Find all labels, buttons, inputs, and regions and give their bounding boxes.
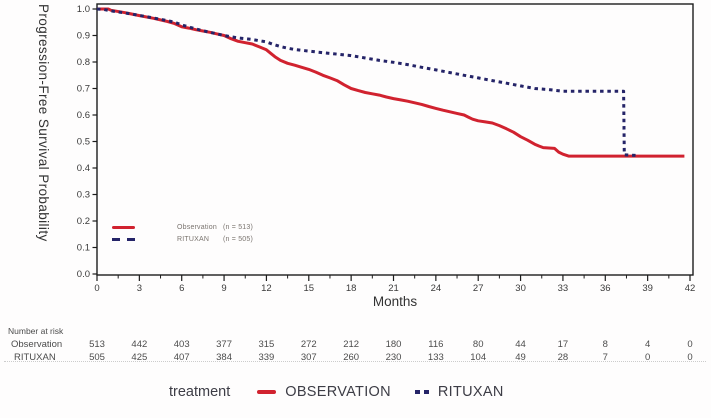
risk-value: 4 <box>644 339 651 350</box>
risk-value: 0 <box>687 352 693 363</box>
y-axis-title: Progression-Free Survival Probability <box>36 4 51 242</box>
separator-line <box>4 361 706 362</box>
risk-value: 425 <box>131 352 148 363</box>
y-tick-label: 1.0 <box>77 4 90 15</box>
treatment-legend: treatment OBSERVATION RITUXAN <box>0 380 711 404</box>
observation-line-sample <box>112 225 135 229</box>
x-tick-label: 39 <box>642 283 653 294</box>
risk-value: 116 <box>428 339 444 350</box>
treatment-legend-title: treatment <box>169 384 231 400</box>
x-tick-label: 6 <box>179 283 184 294</box>
risk-row-label-rituxan: RITUXAN <box>14 352 56 363</box>
number-at-risk-table: Number at risk Observation RITUXAN 513 44… <box>0 326 711 366</box>
y-tick-label: 0.4 <box>77 163 90 174</box>
y-tick-label: 0.6 <box>77 110 90 121</box>
dashed-line-icon <box>414 390 429 394</box>
risk-value: 407 <box>173 352 190 363</box>
risk-table-title: Number at risk <box>8 326 64 336</box>
dashed-line-icon <box>127 237 135 241</box>
risk-value: 8 <box>602 339 608 350</box>
risk-value: 17 <box>557 339 569 350</box>
risk-value: 505 <box>89 352 105 363</box>
y-tick-label: 0.5 <box>77 137 90 148</box>
risk-value: 377 <box>216 339 232 350</box>
risk-value: 260 <box>343 352 360 363</box>
plot-legend-label: RITUXAN <box>177 235 210 243</box>
x-tick-label: 9 <box>221 283 226 294</box>
survival-chart-canvas: 0.00.10.20.30.40.50.60.70.80.91.00 3 6 9 12 1… <box>77 3 696 294</box>
risk-row-label-observation: Observation <box>11 339 63 350</box>
y-tick-label: 0.1 <box>77 243 90 254</box>
risk-value: 133 <box>427 352 444 363</box>
risk-value: 0 <box>644 352 651 363</box>
y-tick-label: 0.3 <box>77 190 90 201</box>
plot-legend-count: (n = 505) <box>223 235 254 243</box>
y-tick-label: 0.2 <box>77 216 90 227</box>
x-tick-label: 12 <box>261 283 272 294</box>
survival-curve-rituxan <box>96 7 638 157</box>
x-tick-label: 21 <box>388 283 399 294</box>
rituxan-line-sample <box>112 237 135 241</box>
x-axis-title: Months <box>372 294 418 309</box>
plot-legend-item-rituxan: RITUXAN (n = 505) <box>112 233 253 245</box>
x-tick-label: 30 <box>515 283 526 294</box>
risk-value: 513 <box>89 339 105 350</box>
risk-value: 180 <box>385 339 402 350</box>
risk-value: 272 <box>300 339 317 350</box>
risk-value: 442 <box>131 339 148 350</box>
risk-value: 339 <box>258 352 275 363</box>
plot-frame <box>96 3 694 276</box>
x-tick-label: 33 <box>558 283 569 294</box>
risk-value: 44 <box>515 339 526 350</box>
x-tick-label: 24 <box>431 283 442 294</box>
risk-value: 212 <box>343 339 360 350</box>
x-tick-label: 42 <box>685 283 696 294</box>
x-tick-label: 36 <box>600 283 611 294</box>
x-tick-label: 15 <box>303 283 314 294</box>
risk-value: 80 <box>472 339 484 350</box>
risk-value: 403 <box>173 339 190 350</box>
risk-value: 230 <box>385 352 402 363</box>
x-tick-label: 0 <box>94 283 99 294</box>
legend-label-rituxan: RITUXAN <box>437 384 504 400</box>
risk-value: 104 <box>470 352 487 363</box>
dashed-line-icon <box>112 237 120 241</box>
risk-value: 28 <box>557 352 569 363</box>
risk-value: 384 <box>216 352 232 363</box>
risk-value: 315 <box>258 339 275 350</box>
x-tick-label: 18 <box>346 283 357 294</box>
legend-label-observation: OBSERVATION <box>285 384 391 400</box>
risk-value: 307 <box>300 352 317 363</box>
plot-legend-item-observation: Observation (n = 513) <box>112 221 253 233</box>
x-tick-label: 27 <box>473 283 484 294</box>
x-tick-label: 3 <box>137 283 142 294</box>
y-tick-label: 0.9 <box>77 31 90 42</box>
plot-legend-count: (n = 513) <box>223 223 254 231</box>
risk-value: 0 <box>687 339 693 350</box>
y-tick-label: 0.8 <box>77 57 90 68</box>
solid-line-icon <box>257 390 277 394</box>
y-tick-label: 0.7 <box>77 84 90 95</box>
solid-line-icon <box>112 225 135 229</box>
y-tick-label: 0.0 <box>77 269 90 280</box>
risk-value: 49 <box>515 352 526 363</box>
risk-value: 7 <box>602 352 608 363</box>
plot-legend-label: Observation <box>177 223 217 231</box>
survival-curve-observation <box>97 7 685 158</box>
plot-legend: Observation (n = 513) RITUXAN (n = 505) <box>112 221 253 245</box>
